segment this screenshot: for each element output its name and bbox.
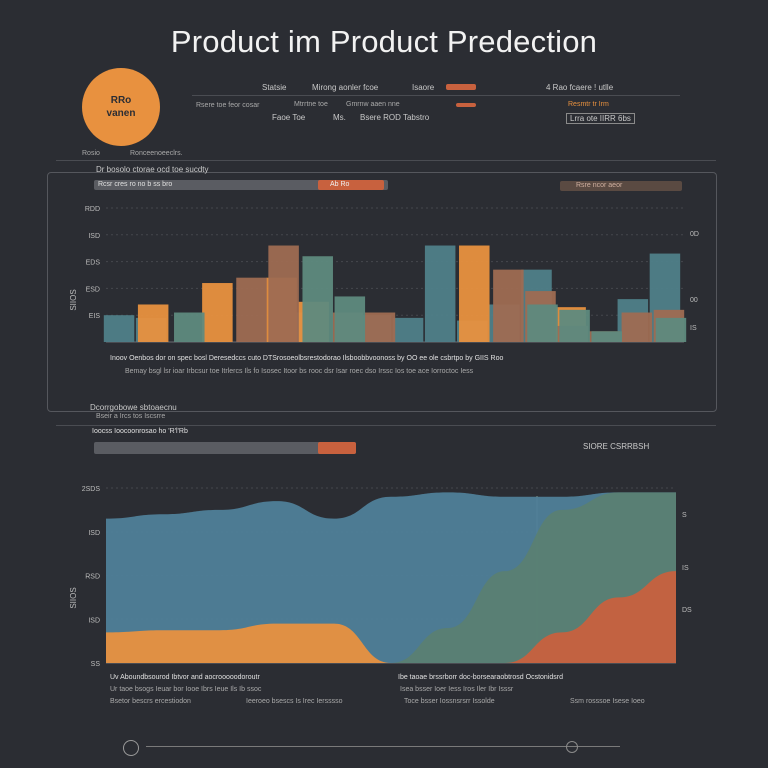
area-ytick-label: ISD bbox=[88, 617, 100, 624]
panel1-header: Dr bosolo ctorae ocd toe sucdty bbox=[96, 165, 209, 174]
bar-right-tick: 00 bbox=[690, 297, 698, 304]
panel2-caption3-far: Ssm rosssoe Isese Ioeo bbox=[570, 698, 645, 705]
panel1-toolbar-tag: Ab Ro bbox=[330, 181, 350, 188]
bar bbox=[236, 277, 267, 342]
footer-timeline[interactable] bbox=[146, 746, 620, 747]
panel2-caption3-right: Toce bsser Iossnsrsrr Issolde bbox=[404, 698, 495, 705]
panel2-toolbar-accent bbox=[318, 442, 356, 454]
footer-play-icon[interactable] bbox=[123, 740, 139, 756]
bar bbox=[655, 317, 687, 342]
header-sub2: Mtrrtne toe bbox=[294, 101, 328, 108]
bar bbox=[527, 304, 558, 342]
header-row3-b: Ms. bbox=[333, 113, 346, 122]
header-sub3: Gmrnw aaen nne bbox=[346, 101, 400, 108]
score-badge[interactable]: RRo vanen bbox=[82, 68, 160, 146]
header-sub4: Resmtr tr Irm bbox=[568, 101, 609, 108]
area-right-tick: DS bbox=[682, 607, 692, 614]
badge-line2: vanen bbox=[106, 108, 136, 119]
bar-right-tick: IS bbox=[690, 325, 697, 332]
bar bbox=[591, 331, 622, 342]
header-row3-a: Faoe Toe bbox=[272, 113, 306, 122]
bar bbox=[137, 304, 169, 342]
section-label: Rosio bbox=[82, 150, 100, 157]
panel2-caption2-right: Isea bsser Ioer Iess Iros Iler Ibr Isssr bbox=[400, 686, 514, 693]
header-stat: Statsie bbox=[262, 83, 287, 92]
area-ytick-label: 2SDS bbox=[82, 486, 101, 493]
panel1-right-box[interactable] bbox=[560, 181, 682, 191]
panel2-caption-right: Ibe taoae brssrborr doc-borsearaobtrosd … bbox=[398, 674, 563, 681]
area-ytick-label: SS bbox=[91, 661, 101, 668]
header-sub-accent bbox=[456, 103, 476, 107]
area-series bbox=[106, 571, 676, 663]
bar bbox=[202, 283, 233, 342]
header-sub1: Rsere toe feor cosar bbox=[196, 102, 260, 109]
panel1-caption: Inoov Oenbos dor on spec bosl Deresedccs… bbox=[110, 355, 504, 362]
bar bbox=[459, 245, 490, 342]
bar-ytick-label: EIS bbox=[89, 313, 101, 320]
bar-ytick-label: EDS bbox=[86, 260, 101, 267]
panel2-toolbar[interactable] bbox=[94, 442, 356, 454]
panel2-caption-left: Uv Aboundbsourod Ibtvor and aocrooooodor… bbox=[110, 674, 260, 681]
header-right: 4 Rao fcaere ! utlle bbox=[546, 83, 614, 92]
area-ytick-label: RSD bbox=[85, 574, 100, 581]
header-divider bbox=[192, 95, 680, 96]
panel1-toolbar-accent bbox=[318, 180, 384, 190]
page-title: Product im Product Predection bbox=[170, 24, 598, 59]
header-label: Mirong aonler fcoe bbox=[312, 83, 379, 92]
bar bbox=[103, 315, 135, 342]
panel2-subheader: Bseir a Ircs tos Iscsrre bbox=[96, 413, 166, 420]
bar-right-tick: 0D bbox=[690, 231, 699, 238]
panel1-caption2: Bemay bsgl lsr ioar Irbcsur toe Itrlercs… bbox=[125, 368, 474, 375]
bar-ytick-label: ESD bbox=[86, 286, 100, 293]
header-row3-c: Bsere ROD Tabstro bbox=[360, 113, 430, 122]
footer-scrubber-icon[interactable] bbox=[566, 741, 578, 753]
bar bbox=[364, 312, 396, 342]
bar bbox=[302, 256, 333, 342]
bar-ytick-label: RDD bbox=[85, 206, 100, 213]
bar bbox=[174, 312, 205, 342]
panel1-toolbar-label: Rcsr cres ro no b ss bro bbox=[98, 181, 173, 188]
area-ytick-label: ISD bbox=[88, 530, 100, 537]
panel1-toolbar[interactable] bbox=[94, 180, 388, 190]
bar bbox=[424, 245, 456, 342]
panel2-toolbar-label: Ioocss Ioocoonrosao ho 'R'l'Rb bbox=[92, 428, 188, 435]
panel2-caption3-mid: Ieeroeo bsescs Is Irec Iersssso bbox=[246, 698, 343, 705]
bar bbox=[268, 245, 299, 342]
panel1-right-label: Rsre ncor aeor bbox=[576, 182, 623, 189]
bar-ylabel: SIIOS bbox=[69, 289, 78, 310]
area-series bbox=[106, 492, 676, 663]
area-ylabel: SIIOS bbox=[69, 587, 78, 608]
header-row3-box[interactable]: Lrra ote IIRR 6bs bbox=[566, 113, 635, 124]
panel2-right-label: SIORE CSRRBSH bbox=[583, 442, 650, 451]
bar-ytick-label: ISD bbox=[88, 233, 100, 240]
area-right-tick: S bbox=[682, 512, 687, 519]
area-series bbox=[106, 623, 676, 663]
bar-chart-panel bbox=[47, 172, 717, 412]
bar bbox=[392, 317, 424, 342]
bar bbox=[334, 296, 366, 342]
badge-line1: RRo bbox=[110, 95, 132, 106]
section-value: Ronceenoeeclrs. bbox=[130, 150, 183, 157]
area-right-tick: IS bbox=[682, 565, 689, 572]
header-tag: Isaore bbox=[412, 83, 435, 92]
panel2-header: Dcorrgobowe sbtoaecnu bbox=[90, 403, 177, 412]
header-accent-bar bbox=[446, 84, 476, 90]
bar bbox=[559, 309, 590, 342]
bar bbox=[621, 312, 653, 342]
panel2-caption3-left: Bsetor bescrs ercestiodon bbox=[110, 698, 191, 705]
panel2-caption2-left: Ur taoe bsogs Ieuar bor Iooe Ibrs Ieue I… bbox=[110, 686, 262, 693]
section-divider bbox=[56, 160, 716, 161]
bar bbox=[493, 269, 524, 342]
panel2-divider bbox=[56, 425, 716, 426]
